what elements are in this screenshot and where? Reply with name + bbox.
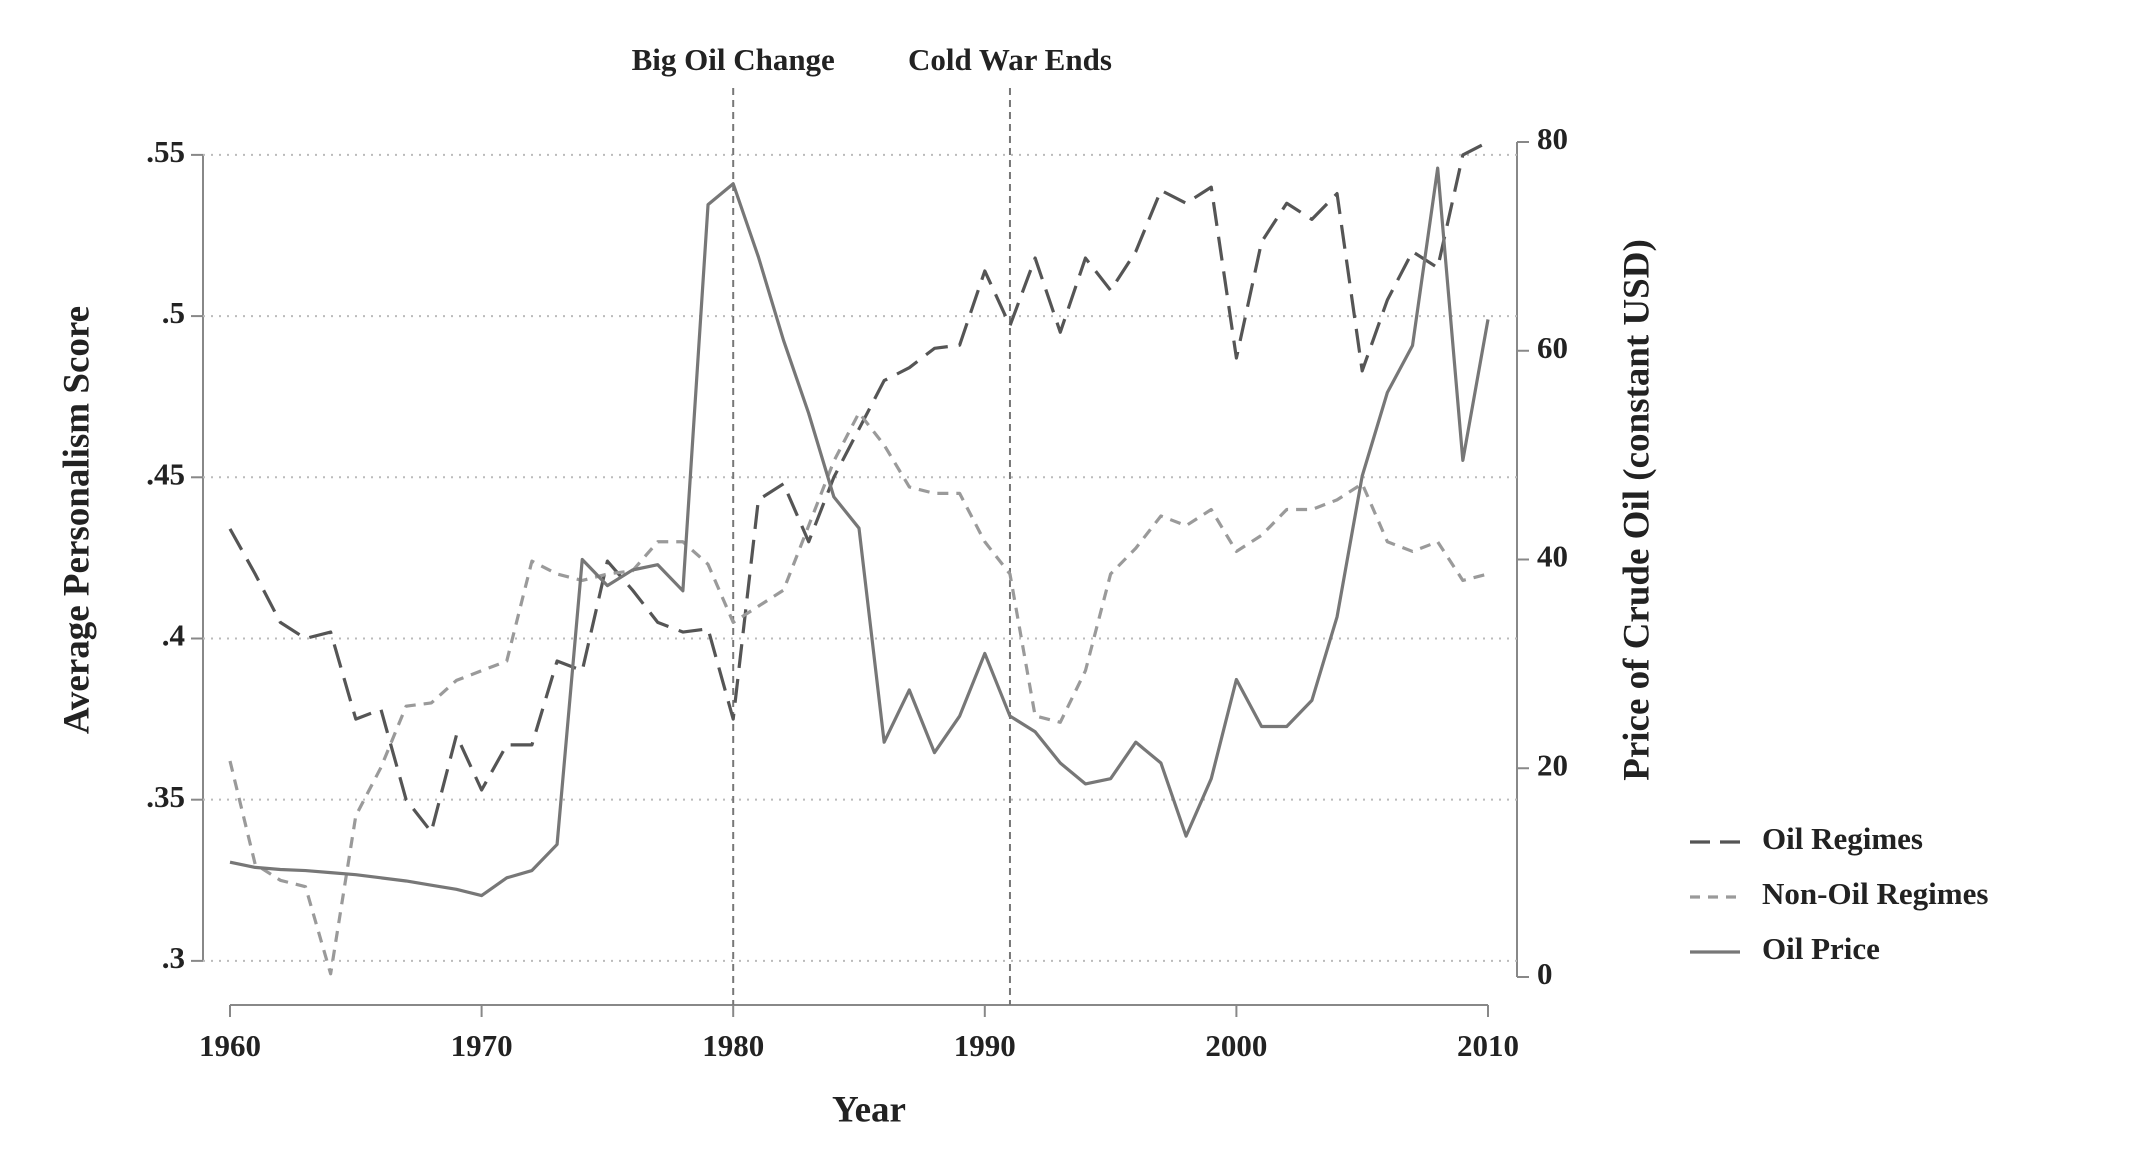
x-tick-label: 1990 [954, 1028, 1016, 1063]
x-tick-label: 2000 [1205, 1028, 1267, 1063]
event-label: Cold War Ends [908, 42, 1112, 77]
series-line [228, 411, 1489, 976]
y-tick-label: .3 [162, 940, 185, 975]
y2-tick-label: 60 [1537, 330, 1568, 365]
x-tick-label: 1970 [451, 1028, 513, 1063]
series-line [229, 166, 1490, 898]
y-tick-label: .35 [146, 779, 185, 814]
x-tick-label: 1980 [702, 1028, 764, 1063]
event-label: Big Oil Change [632, 42, 835, 77]
y-tick-label: .4 [162, 618, 185, 653]
x-axis-title: Year [832, 1089, 906, 1130]
y2-tick-label: 0 [1537, 956, 1553, 991]
series-line [228, 140, 1489, 834]
y2-tick-label: 20 [1537, 747, 1568, 782]
y-axis-title: Average Personalism Score [56, 306, 97, 734]
legend-label: Oil Price [1762, 931, 1880, 966]
x-tick-label: 1960 [199, 1028, 261, 1063]
legend-label: Oil Regimes [1762, 821, 1923, 856]
y2-axis-title: Price of Crude Oil (constant USD) [1616, 239, 1657, 781]
y-tick-label: .5 [162, 295, 185, 330]
legend-label: Non-Oil Regimes [1762, 876, 1988, 911]
y2-tick-label: 40 [1537, 539, 1568, 574]
y-tick-label: .55 [146, 134, 185, 169]
x-tick-label: 2010 [1457, 1028, 1519, 1063]
y-tick-label: .45 [146, 456, 185, 491]
y2-tick-label: 80 [1537, 121, 1568, 156]
